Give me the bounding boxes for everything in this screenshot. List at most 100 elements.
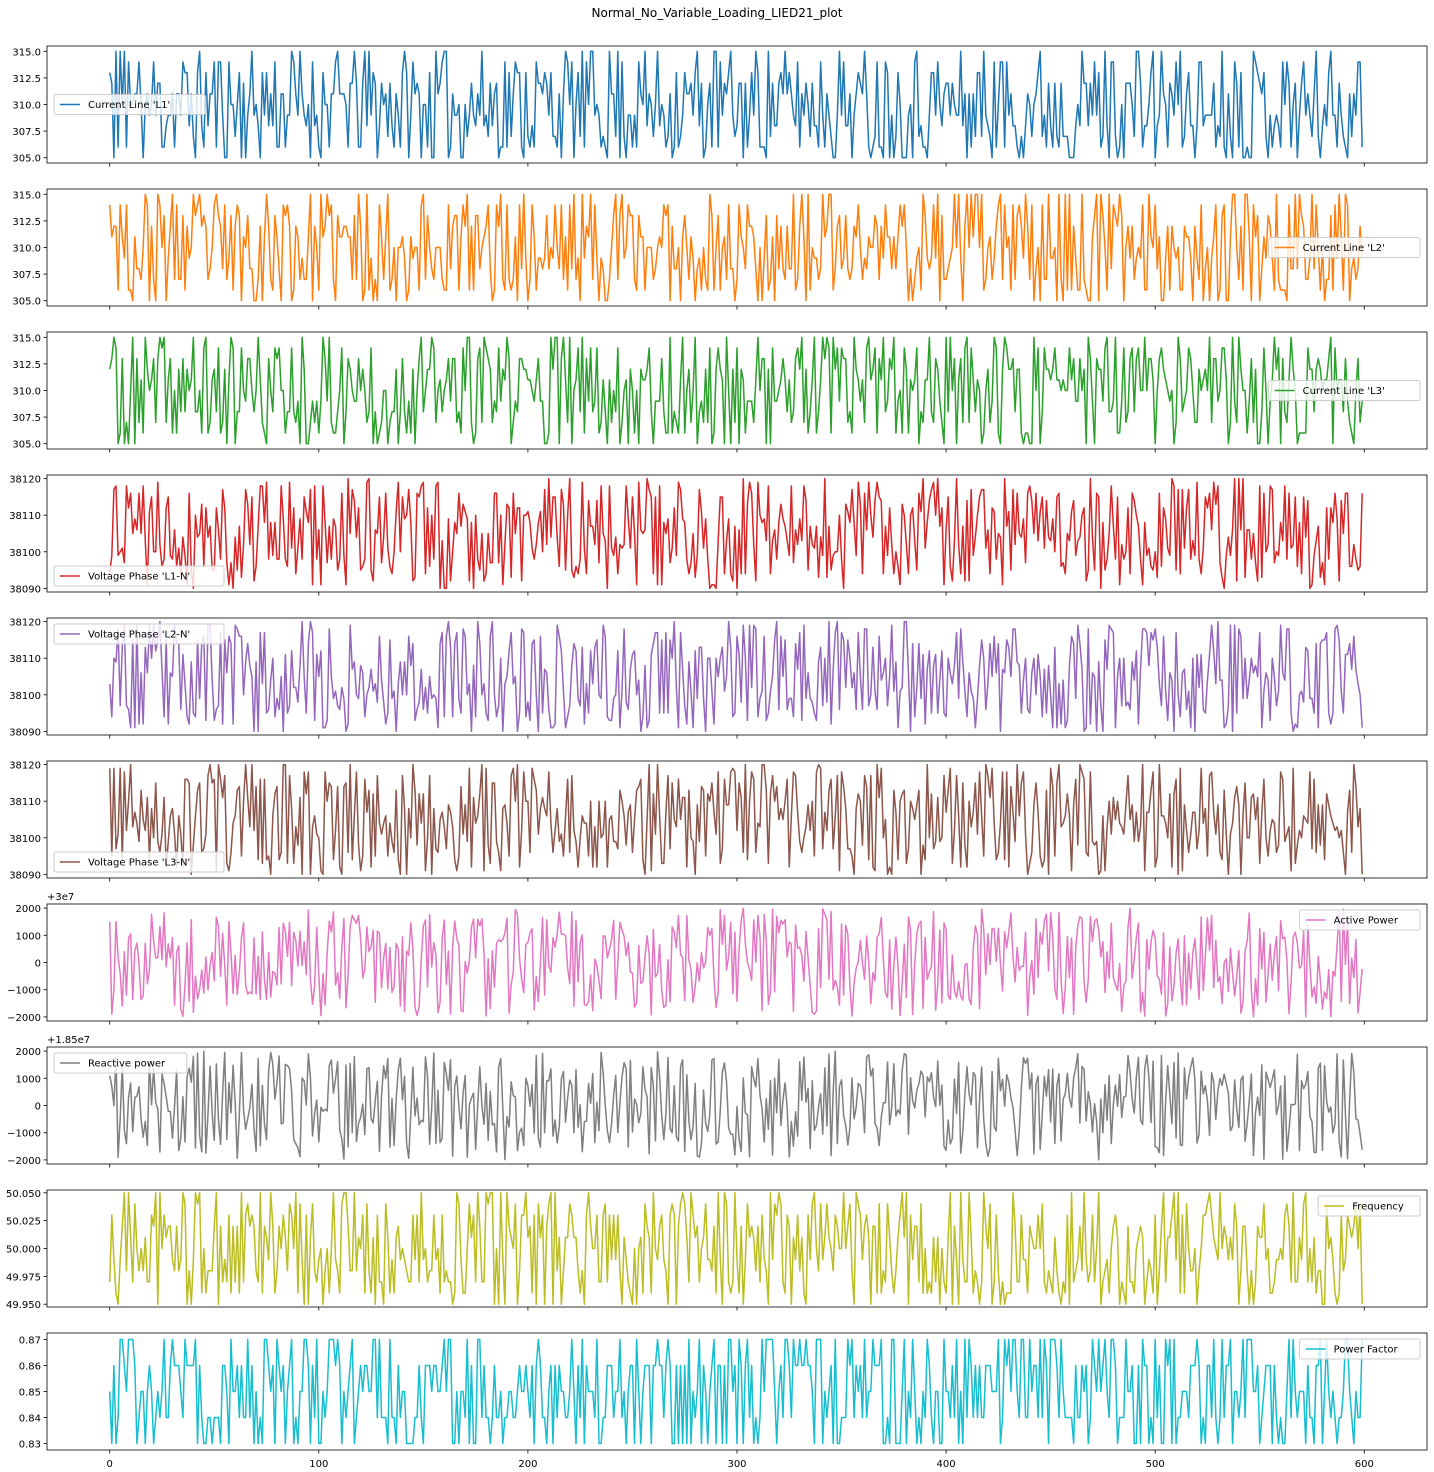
series-line — [108, 477, 1363, 590]
legend-box — [53, 94, 206, 115]
x-tick-label: 0 — [107, 1459, 113, 1470]
series-line — [108, 620, 1363, 733]
y-tick-label: 38110 — [9, 511, 41, 522]
series-line — [108, 336, 1363, 445]
legend: Voltage Phase 'L3-N' — [53, 851, 225, 873]
legend: Frequency — [1317, 1195, 1421, 1217]
y-offset-label: +3e7 — [47, 892, 74, 903]
y-tick-label: 49.950 — [6, 1300, 41, 1311]
x-tick-label: 300 — [727, 1459, 746, 1470]
y-tick-label: 310.0 — [12, 387, 41, 398]
y-tick-label: 49.975 — [6, 1272, 41, 1283]
y-tick-label: 305.0 — [12, 297, 41, 308]
legend-label: Reactive power — [88, 1059, 166, 1070]
y-tick-label: 307.5 — [12, 270, 41, 281]
legend: Active Power — [1299, 909, 1421, 931]
legend-box — [53, 623, 225, 645]
y-offset-label: +1.85e7 — [47, 1035, 90, 1046]
x-tick-label: 200 — [518, 1459, 537, 1470]
y-tick-label: 312.5 — [12, 217, 41, 228]
subplot-2: 305.0 307.5 310.0 312.5 315.0 Current Line 'L… — [12, 188, 1428, 310]
y-tick-label: 38110 — [9, 797, 41, 808]
y-tick-label: −1000 — [7, 986, 41, 997]
series-line — [108, 50, 1363, 159]
legend: Power Factor — [1299, 1338, 1421, 1360]
y-tick-label: 315.0 — [12, 190, 41, 201]
series-line — [108, 1338, 1363, 1445]
legend-label: Voltage Phase 'L2-N' — [88, 630, 190, 641]
legend-box — [1268, 380, 1421, 401]
y-tick-label: 1000 — [16, 931, 41, 942]
y-tick-label: 0 — [35, 959, 41, 970]
legend-label: Frequency — [1352, 1202, 1404, 1213]
subplot-10: 0.83 0.84 0.85 0.86 0.87 0 100 200 300 400 500 600 P… — [19, 1332, 1428, 1470]
subplot-8: −2000 −1000 0 1000 2000 +1.85e7 Reactive power — [7, 1035, 1428, 1168]
legend-label: Power Factor — [1334, 1345, 1399, 1356]
y-tick-label: −2000 — [7, 1156, 41, 1167]
figure-title: Normal_No_Variable_Loading_LIED21_plot — [592, 6, 843, 20]
y-tick-label: 310.0 — [12, 244, 41, 255]
legend: Current Line 'L2' — [1268, 237, 1421, 258]
y-tick-label: 0 — [35, 1102, 41, 1113]
subplot-3: 305.0 307.5 310.0 312.5 315.0 Current Line 'L… — [12, 331, 1428, 453]
y-tick-label: 1000 — [16, 1074, 41, 1085]
subplot-7: −2000 −1000 0 1000 2000 +3e7 Active Power — [7, 892, 1428, 1025]
x-tick-label: 500 — [1146, 1459, 1165, 1470]
y-tick-label: 38090 — [9, 870, 41, 881]
legend-box — [1268, 237, 1421, 258]
legend-label: Current Line 'L1' — [88, 100, 170, 111]
y-tick-label: 38090 — [9, 584, 41, 595]
subplot-1: 305.0 307.5 310.0 312.5 315.0 Current Line 'L… — [12, 45, 1428, 167]
series-line — [108, 1192, 1363, 1305]
y-tick-label: 315.0 — [12, 333, 41, 344]
y-tick-label: 50.050 — [6, 1189, 41, 1200]
legend: Reactive power — [53, 1052, 188, 1074]
y-tick-label: 50.025 — [6, 1217, 41, 1228]
x-tick-label: 600 — [1355, 1459, 1374, 1470]
x-tick-label: 400 — [937, 1459, 956, 1470]
x-tick-label: 100 — [309, 1459, 328, 1470]
subplot-panels: 305.0 307.5 310.0 312.5 315.0 Current Line 'L… — [6, 45, 1428, 1470]
y-tick-label: 38110 — [9, 654, 41, 665]
legend-box — [53, 565, 225, 587]
y-tick-label: 38100 — [9, 834, 41, 845]
y-tick-label: 315.0 — [12, 47, 41, 58]
y-tick-label: 0.85 — [19, 1388, 41, 1399]
legend-label: Voltage Phase 'L1-N' — [88, 572, 190, 583]
legend: Current Line 'L3' — [1268, 380, 1421, 401]
y-tick-label: 38120 — [9, 761, 41, 772]
subplot-9: 49.950 49.975 50.000 50.025 50.050 Frequency — [6, 1189, 1428, 1311]
y-tick-label: 310.0 — [12, 101, 41, 112]
legend-label: Active Power — [1334, 916, 1399, 927]
y-tick-label: −2000 — [7, 1013, 41, 1024]
legend-box — [53, 851, 225, 873]
legend-label: Current Line 'L2' — [1303, 243, 1385, 254]
y-tick-label: 38100 — [9, 548, 41, 559]
legend-box — [53, 1052, 188, 1074]
subplot-4: 38090 38100 38110 38120 Voltage Phase 'L1-N' — [9, 474, 1428, 596]
y-tick-label: 0.84 — [19, 1414, 41, 1425]
y-tick-label: 0.83 — [19, 1440, 41, 1451]
series-line — [108, 1050, 1363, 1161]
legend-box — [1299, 1338, 1421, 1360]
y-tick-label: 307.5 — [12, 413, 41, 424]
y-tick-label: 0.87 — [19, 1336, 41, 1347]
y-tick-label: 312.5 — [12, 360, 41, 371]
legend-label: Voltage Phase 'L3-N' — [88, 858, 190, 869]
legend-label: Current Line 'L3' — [1303, 386, 1385, 397]
y-tick-label: −1000 — [7, 1129, 41, 1140]
y-tick-label: 2000 — [16, 904, 41, 915]
subplot-6: 38090 38100 38110 38120 Voltage Phase 'L3-N' — [9, 760, 1428, 882]
y-tick-label: 2000 — [16, 1047, 41, 1058]
y-tick-label: 38100 — [9, 691, 41, 702]
y-tick-label: 305.0 — [12, 154, 41, 165]
y-tick-label: 0.86 — [19, 1362, 41, 1373]
y-tick-label: 305.0 — [12, 440, 41, 451]
y-tick-label: 50.000 — [6, 1245, 41, 1256]
legend: Voltage Phase 'L1-N' — [53, 565, 225, 587]
subplot-5: 38090 38100 38110 38120 Voltage Phase 'L2-N' — [9, 617, 1428, 739]
series-line — [108, 907, 1363, 1018]
y-tick-label: 307.5 — [12, 127, 41, 138]
y-tick-label: 38120 — [9, 618, 41, 629]
series-line — [108, 763, 1363, 876]
